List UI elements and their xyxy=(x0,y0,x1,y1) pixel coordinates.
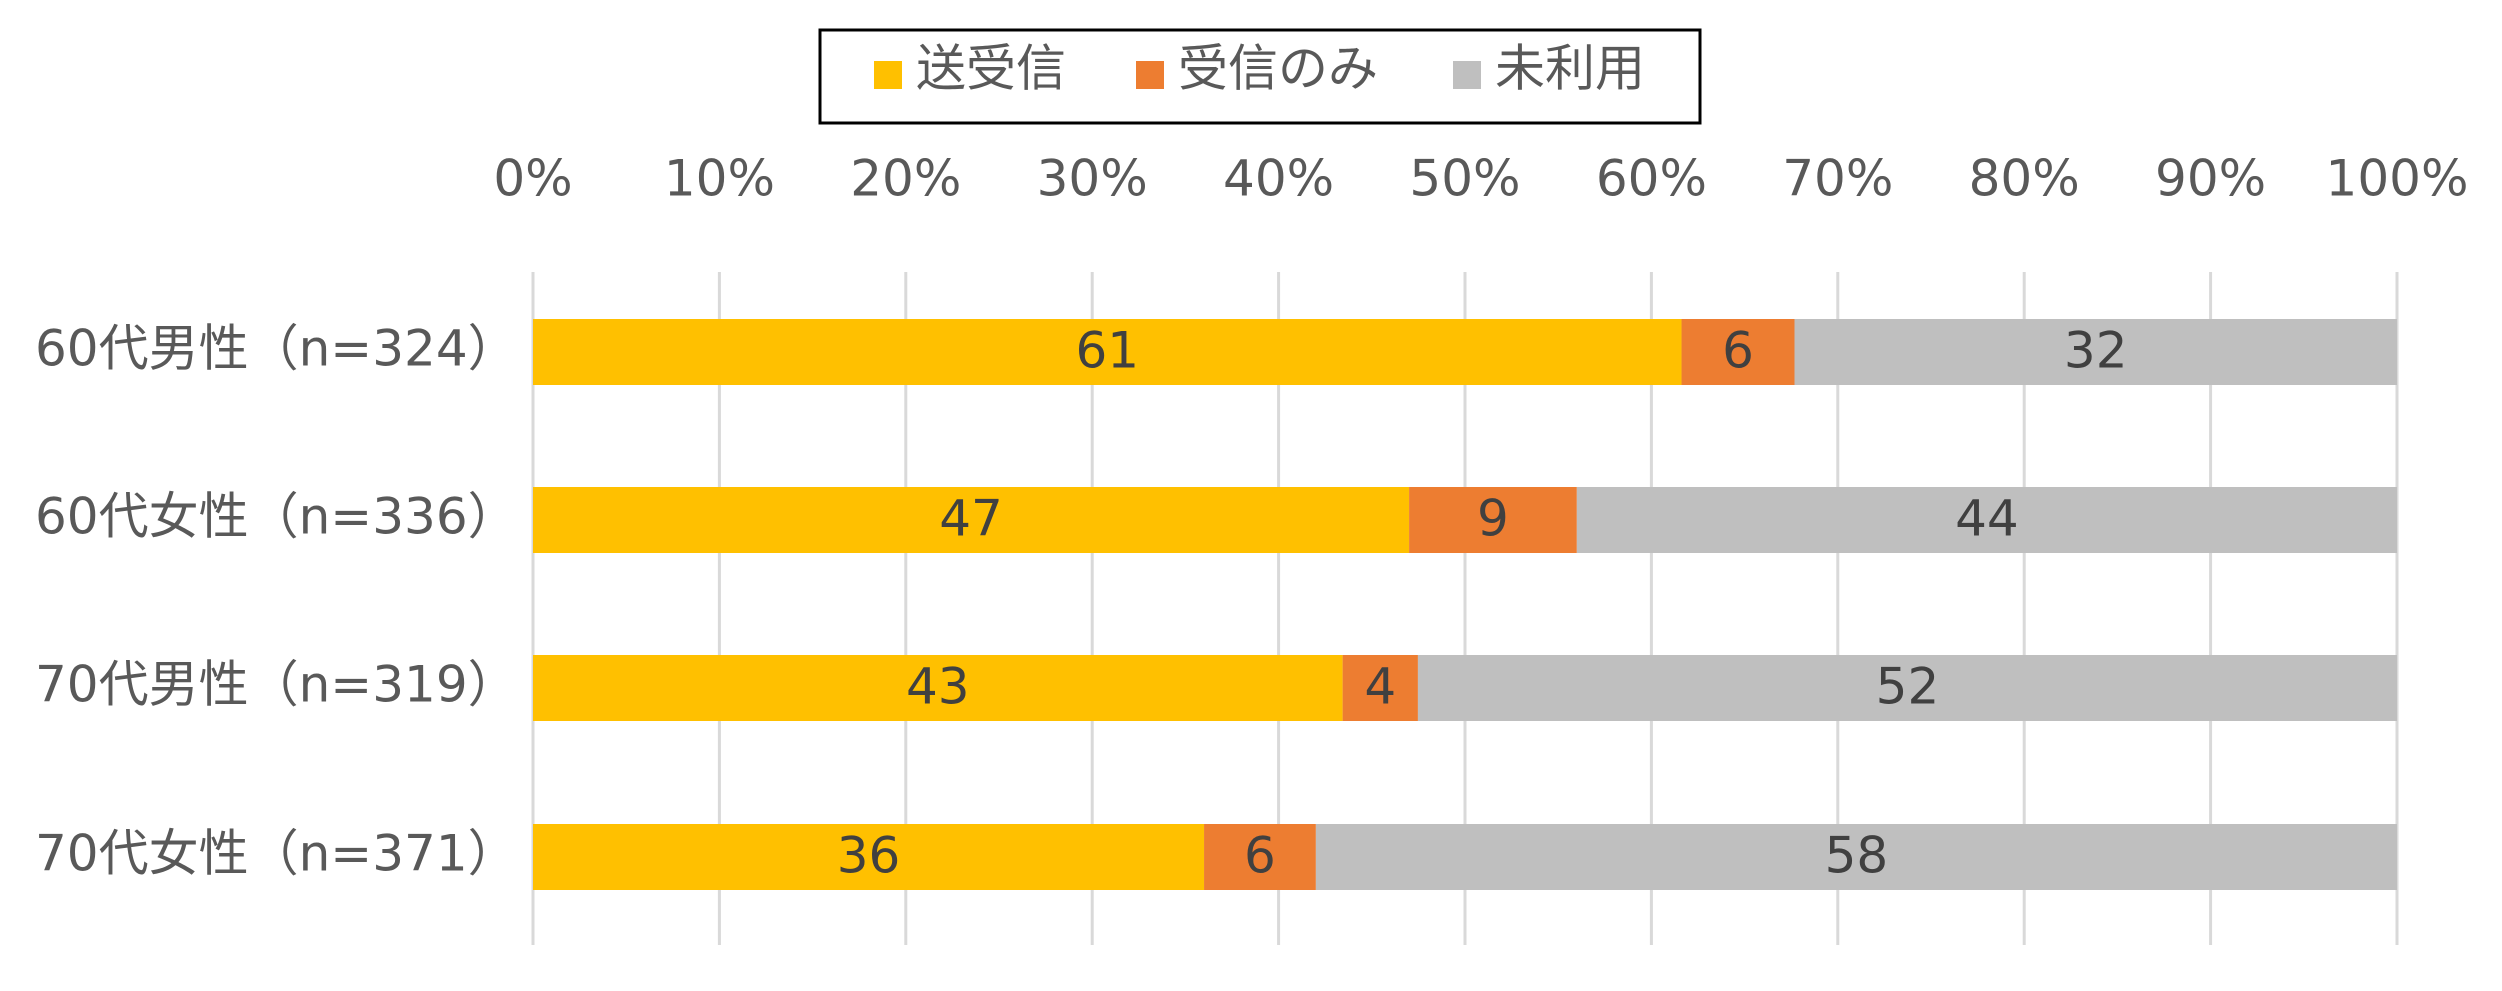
data-label: 9 xyxy=(1477,490,1509,548)
data-label: 6 xyxy=(1244,827,1276,885)
x-tick-label: 50% xyxy=(1409,150,1520,208)
legend-entry: 受信のみ xyxy=(1178,40,1378,98)
category-labels: 60代男性（n=324） 60代女性（n=336） 70代男性（n=319） 70代女… xyxy=(35,320,518,883)
bar-segment xyxy=(1576,487,2397,553)
data-label: 32 xyxy=(2064,322,2128,380)
bar-segment xyxy=(1204,824,1316,890)
legend-swatch xyxy=(1136,61,1164,89)
bar-segment xyxy=(1409,487,1577,553)
x-tick-label: 100% xyxy=(2326,150,2469,208)
legend-box xyxy=(818,28,1702,125)
data-label: 52 xyxy=(1876,658,1940,716)
category-label: 70代男性（n=319） xyxy=(35,656,518,714)
x-tick-label: 80% xyxy=(1969,150,2080,208)
bar-segment xyxy=(533,824,1205,890)
x-tick-label: 70% xyxy=(1782,150,1893,208)
data-label: 58 xyxy=(1825,827,1889,885)
x-tick-label: 0% xyxy=(493,150,572,208)
bar-segment xyxy=(533,655,1343,721)
data-label: 43 xyxy=(906,658,970,716)
bars: 61 6 32 47 9 44 43 4 52 36 6 58 xyxy=(533,319,2397,890)
x-tick-label: 10% xyxy=(664,150,775,208)
bar-segment xyxy=(1417,655,2397,721)
category-label: 70代女性（n=371） xyxy=(35,825,518,883)
legend-swatch xyxy=(874,61,902,89)
data-label: 44 xyxy=(1955,490,2019,548)
legend-entry: 送受信 xyxy=(916,40,1066,98)
bar-segment xyxy=(533,319,1682,385)
legend-swatch xyxy=(1453,61,1481,89)
bar-segment xyxy=(1342,655,1418,721)
category-label: 60代女性（n=336） xyxy=(35,488,518,546)
data-label: 47 xyxy=(939,490,1003,548)
x-tick-label: 20% xyxy=(850,150,961,208)
x-tick-label: 40% xyxy=(1223,150,1334,208)
data-label: 6 xyxy=(1722,322,1754,380)
bar-segment xyxy=(1794,319,2397,385)
bar-segment xyxy=(1681,319,1795,385)
x-axis-tick-labels: 0% 10% 20% 30% 40% 50% 60% 70% 80% 90% 100% xyxy=(493,150,2468,208)
legend: 送受信 受信のみ 未利用 xyxy=(818,28,1702,125)
data-label: 4 xyxy=(1364,658,1396,716)
category-label: 60代男性（n=324） xyxy=(35,320,518,378)
x-tick-label: 90% xyxy=(2155,150,2266,208)
x-tick-label: 60% xyxy=(1596,150,1707,208)
legend-entry: 未利用 xyxy=(1495,40,1645,98)
data-label: 61 xyxy=(1075,322,1139,380)
data-label: 36 xyxy=(837,827,901,885)
bar-segment xyxy=(533,487,1410,553)
x-tick-label: 30% xyxy=(1037,150,1148,208)
bar-segment xyxy=(1315,824,2397,890)
